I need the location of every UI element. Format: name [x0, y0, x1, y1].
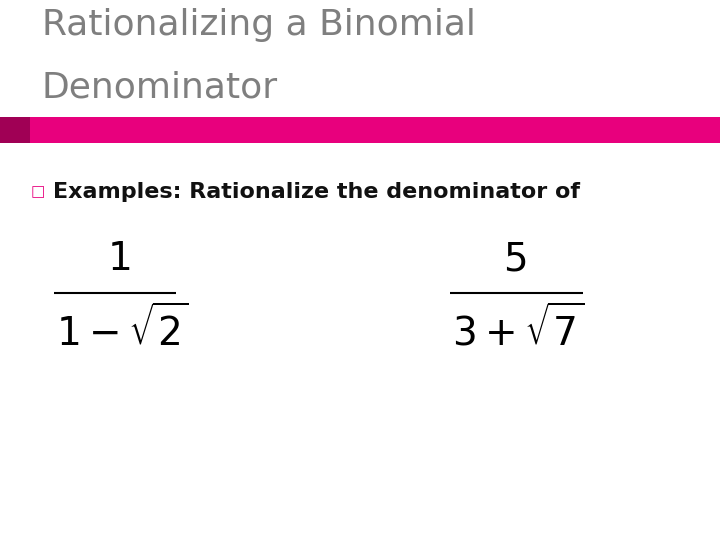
FancyBboxPatch shape	[0, 117, 30, 143]
Text: Examples: Rationalize the denominator of: Examples: Rationalize the denominator of	[53, 181, 580, 202]
Text: $\mathit{5}$: $\mathit{5}$	[503, 240, 526, 278]
FancyBboxPatch shape	[0, 117, 720, 143]
Text: $1-\sqrt{2}$: $1-\sqrt{2}$	[56, 305, 189, 354]
Text: □: □	[30, 184, 45, 199]
Text: Rationalizing a Binomial: Rationalizing a Binomial	[42, 8, 476, 42]
Text: $3+\sqrt{7}$: $3+\sqrt{7}$	[452, 305, 585, 354]
Text: $\mathit{1}$: $\mathit{1}$	[107, 240, 130, 278]
Text: Denominator: Denominator	[42, 70, 278, 104]
